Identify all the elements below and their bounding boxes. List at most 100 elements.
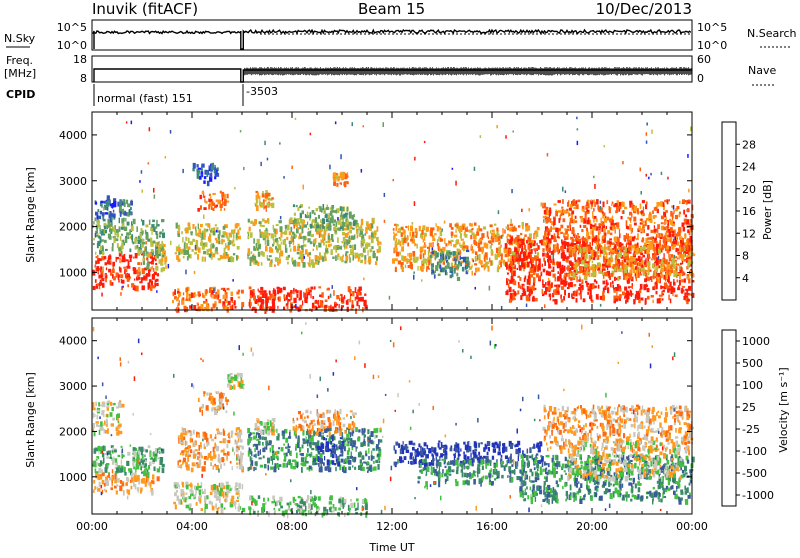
nsky-tick-top: 10^5 [57,21,87,34]
echo-cell [682,223,685,227]
echo-cell [218,258,221,260]
echo-cell [125,268,127,272]
echo-cell [612,285,614,288]
echo-cell [129,209,131,212]
echo-cell [162,241,163,246]
echo-cell [330,294,332,298]
echo-cell [337,255,339,260]
echo-cell [95,448,98,452]
freq-strip: Freq. [MHz] 18 8 60 0 Nave [4,53,776,85]
echo-cell [478,242,481,248]
echo-cell [341,299,343,303]
echo-cell [212,502,214,507]
echo-cell [668,295,670,301]
echo-cell [260,305,262,309]
echo-cell [667,177,669,180]
echo-cell [97,487,99,489]
echo-cell [637,294,640,300]
echo-cell [104,256,107,259]
echo-cell [684,278,686,282]
echo-cell [682,199,685,203]
echo-cell [523,289,526,293]
echo-cell [307,238,310,242]
echo-cell [451,243,452,247]
echo-cell [223,295,225,299]
echo-cell [401,246,404,251]
echo-cell [686,200,688,205]
echo-cell [513,255,516,259]
echo-cell [454,268,456,274]
echo-cell [621,216,623,219]
echo-cell [122,455,125,457]
echo-cell [104,483,106,487]
date-title: 10/Dec/2013 [596,0,692,18]
echo-cell [332,257,335,259]
echo-cell [239,227,241,230]
echo-cell [393,179,395,181]
echo-cell [251,251,253,254]
echo-cell [437,262,439,266]
echo-cell [106,464,108,468]
echo-cell [646,233,649,236]
echo-cell [93,489,95,493]
echo-cell [519,277,521,281]
echo-cell [335,302,336,305]
echo-cell [96,459,98,461]
echo-cell [527,286,529,292]
echo-cell [543,236,546,241]
echo-cell [139,180,141,183]
echo-cell [125,238,128,243]
echo-cell [560,225,563,229]
echo-cell [336,183,338,187]
echo-cell [145,464,147,467]
echo-cell [340,154,342,159]
echo-cell [672,246,675,250]
echo-cell [269,255,272,257]
echo-cell [635,266,638,270]
echo-cell [581,288,582,292]
echo-cell [241,302,244,307]
echo-cell [671,231,674,233]
echo-cell [424,236,426,241]
echo-cell [122,404,125,408]
echo-cell [112,447,113,451]
echo-cell [413,272,415,274]
echo-cell [451,227,454,230]
echo-cell [639,268,641,272]
echo-cell [116,230,119,233]
echo-cell [133,242,135,245]
echo-cell [533,277,536,283]
echo-cell [353,255,355,261]
echo-cell [506,227,509,229]
echo-cell [449,252,452,255]
echo-cell [624,207,627,210]
echo-cell [663,227,666,231]
echo-cell [153,188,155,193]
echo-cell [352,122,354,126]
echo-cell [178,247,181,252]
echo-cell [667,264,670,270]
echo-cell [544,231,546,235]
echo-cell [512,227,515,230]
echo-cell [550,218,551,223]
echo-cell [577,200,580,203]
echo-cell [560,232,563,234]
echo-cell [145,246,147,251]
echo-cell [414,260,416,263]
echo-cell [260,297,262,303]
echo-cell [267,218,268,220]
echo-cell [670,286,673,291]
echo-cell [491,249,493,253]
echo-cell [530,268,533,273]
echo-cell [652,300,654,303]
echo-cell [632,203,633,209]
echo-cell [121,227,124,230]
echo-cell [204,176,206,179]
echo-cell [656,283,658,289]
echo-cell [393,248,394,250]
echo-cell [152,257,155,262]
echo-cell [156,283,159,286]
echo-cell [594,184,596,189]
echo-cell [341,183,342,185]
echo-cell [573,207,576,209]
